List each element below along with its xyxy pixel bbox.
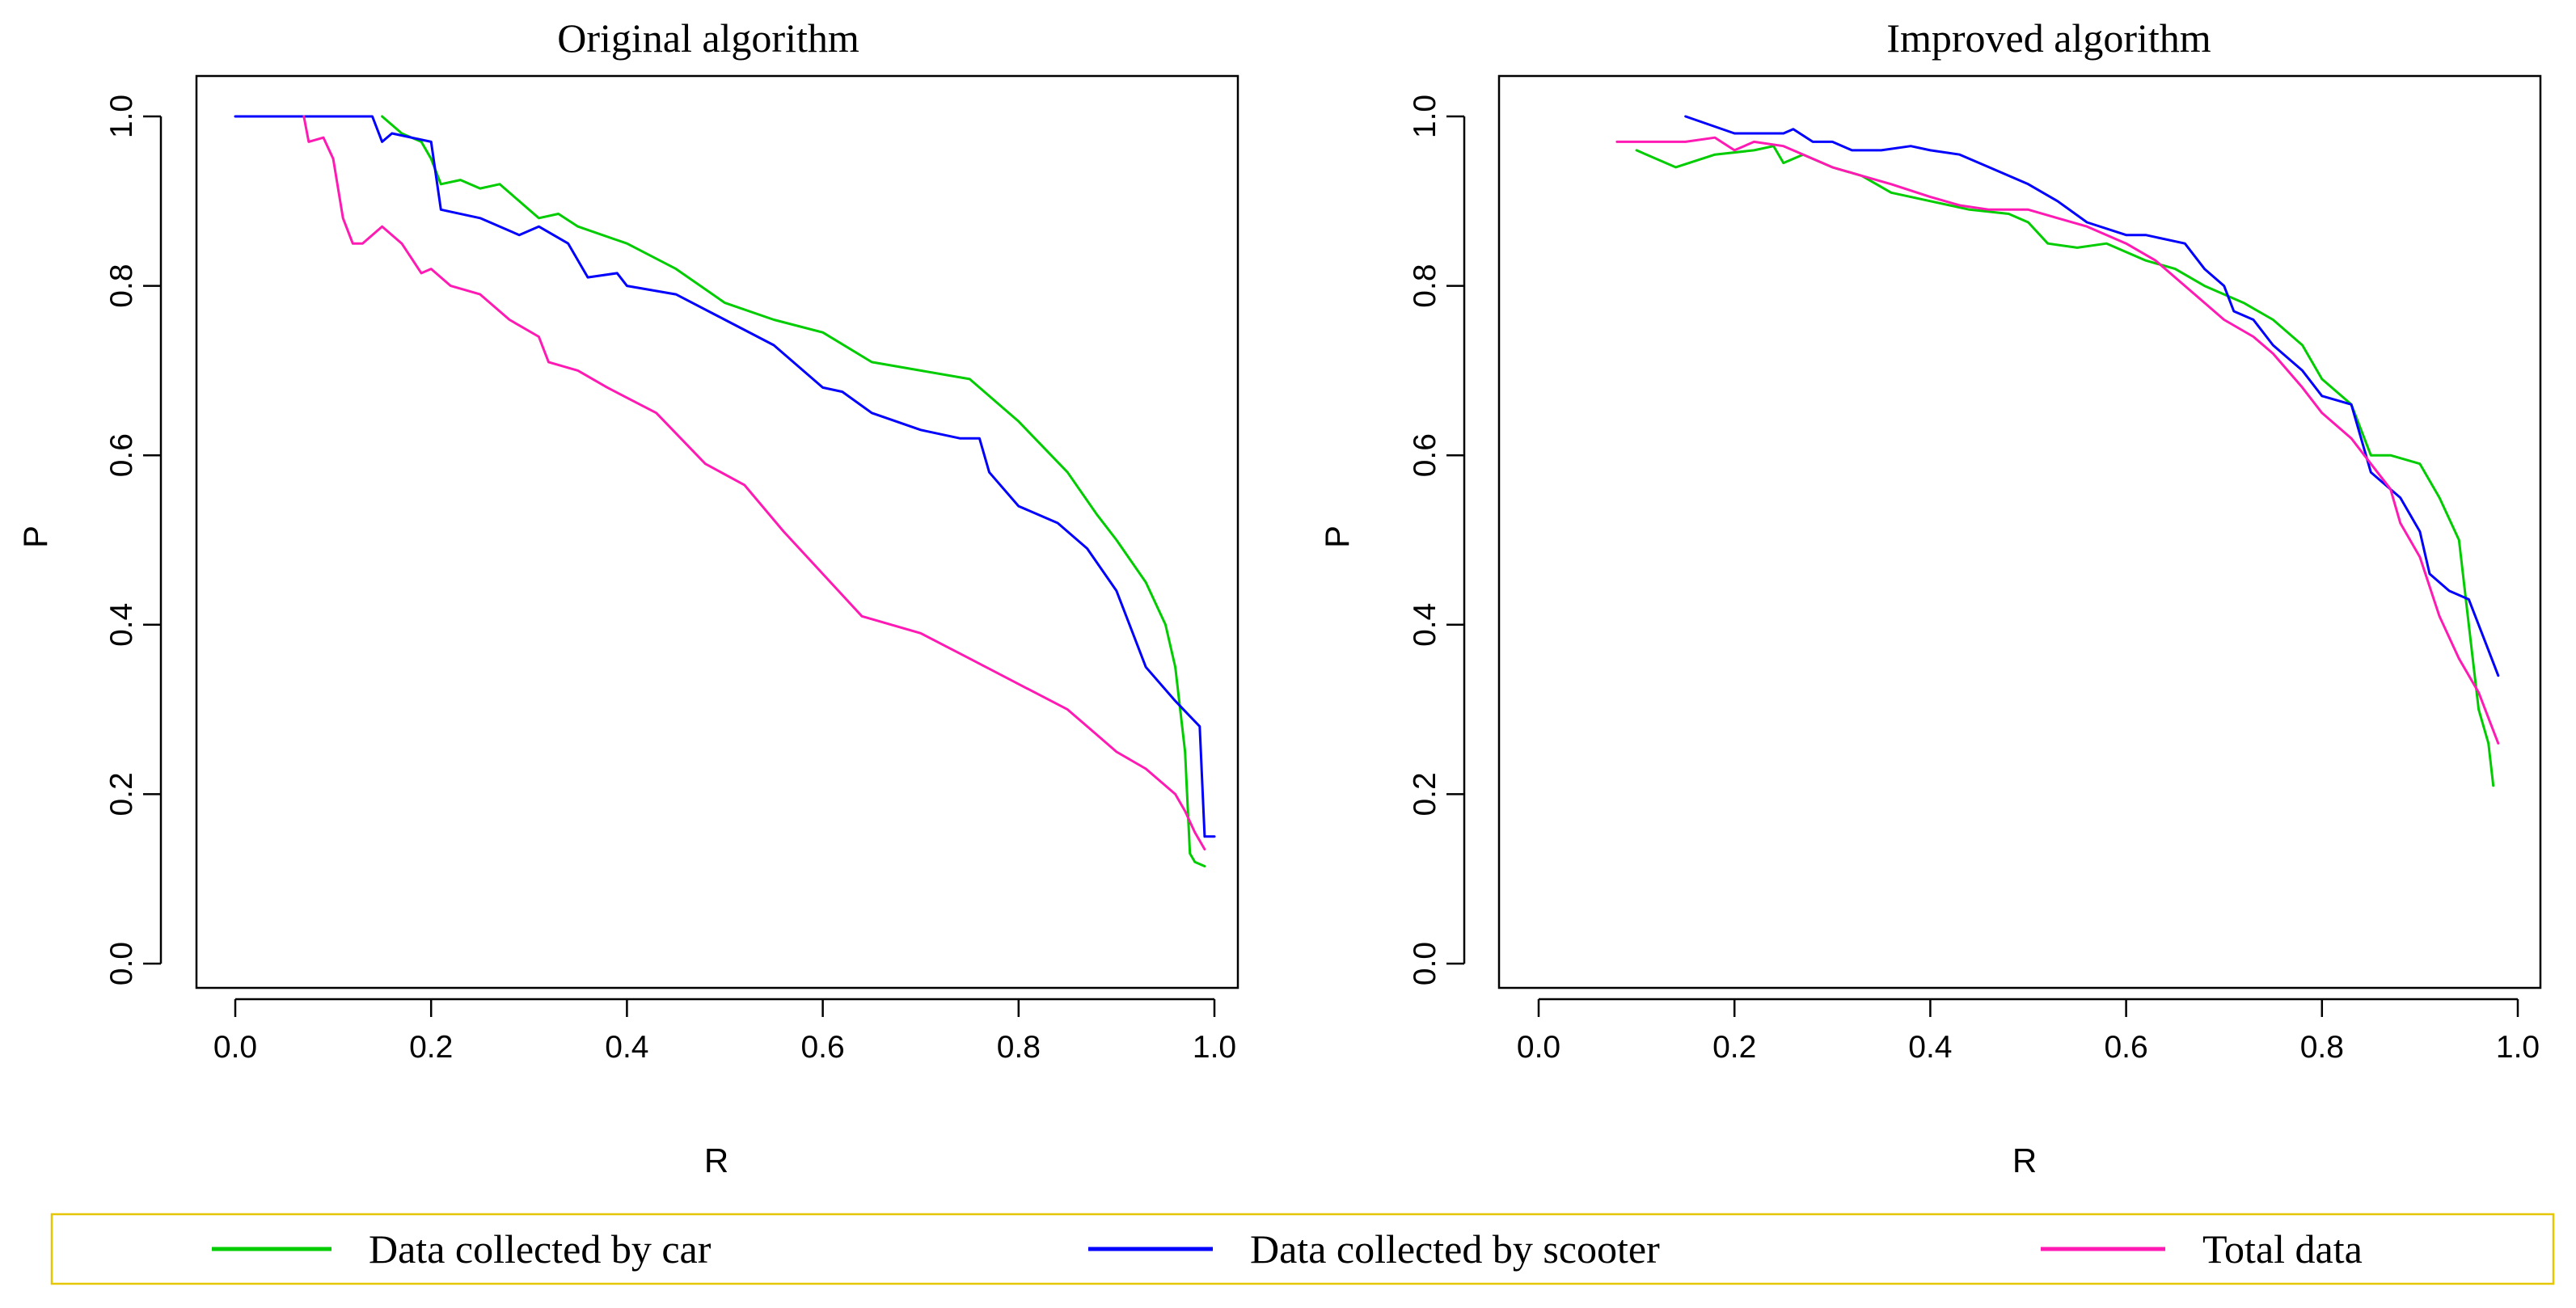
x-tick-label: 0.4 [605, 1030, 648, 1065]
series-lines [1615, 115, 2500, 787]
y-tick-label: 0.2 [1408, 772, 1442, 816]
legend-label: Total data [2202, 1226, 2363, 1272]
legend: Data collected by car Data collected by … [50, 1213, 2555, 1285]
x-tick-label: 1.0 [1193, 1030, 1236, 1065]
chart-title: Original algorithm [557, 15, 859, 61]
y-tick-label: 0.8 [1408, 264, 1442, 307]
x-tick-label: 0.8 [2300, 1030, 2344, 1065]
axis-ticks: 0.0 0.2 0.4 0.6 0.8 1.0 0.0 0.2 0.4 0.6 0.8 1.0 [1408, 95, 2540, 1065]
axis-ticks: 0.0 0.2 0.4 0.6 0.8 1.0 0.0 0.2 0.4 0.6 0.8 1.0 [104, 95, 1236, 1065]
legend-label: Data collected by car [369, 1226, 712, 1272]
series-line-data-collected-by-car [381, 115, 1206, 867]
x-tick-label: 0.2 [1712, 1030, 1756, 1065]
chart-improved-algorithm: Improved algorithm 0.0 0.2 0.4 0.6 0.8 1.00.0… [1318, 15, 2542, 1179]
y-tick-label: 0.0 [1408, 942, 1442, 985]
x-tick-label: 0.8 [997, 1030, 1041, 1065]
y-tick-label: 0.4 [1408, 603, 1442, 647]
x-tick-label: 0.0 [1517, 1030, 1560, 1065]
y-tick-label: 1.0 [104, 95, 139, 138]
x-tick-label: 1.0 [2496, 1030, 2540, 1065]
legend-box [50, 1213, 2555, 1285]
x-tick-label: 0.6 [800, 1030, 844, 1065]
x-tick-label: 0.6 [2104, 1030, 2147, 1065]
plot-frame [195, 74, 1239, 989]
series-line-data-collected-by-scooter [1684, 115, 2500, 677]
series-line-total-data [302, 115, 1206, 850]
y-tick-label: 0.8 [104, 264, 139, 307]
plot-frame [1497, 74, 2542, 989]
series-line-data-collected-by-scooter [234, 115, 1216, 838]
series-lines [234, 115, 1216, 867]
y-tick-label: 0.6 [1408, 433, 1442, 477]
y-axis-label: P [1318, 525, 1356, 548]
legend-item-car: Data collected by car [212, 1226, 712, 1272]
chart-original-algorithm: Original algorithm 0.0 0.2 0.4 0.6 0.8 1.00.0… [16, 15, 1239, 1179]
legend-item-scooter: Data collected by scooter [1088, 1226, 1660, 1272]
legend-label: Data collected by scooter [1250, 1226, 1660, 1272]
x-axis-label: R [704, 1141, 728, 1179]
y-tick-label: 0.0 [104, 942, 139, 985]
x-tick-label: 0.4 [1908, 1030, 1952, 1065]
series-line-total-data [1615, 136, 2500, 745]
y-tick-label: 0.6 [104, 433, 139, 477]
y-tick-label: 1.0 [1408, 95, 1442, 138]
legend-item-total: Total data [2041, 1226, 2363, 1272]
y-tick-label: 0.4 [104, 603, 139, 647]
x-tick-label: 0.2 [409, 1030, 453, 1065]
x-axis-label: R [2012, 1141, 2037, 1179]
y-tick-label: 0.2 [104, 772, 139, 816]
y-axis-label: P [16, 525, 54, 548]
x-tick-label: 0.0 [213, 1030, 257, 1065]
series-line-data-collected-by-car [1635, 145, 2495, 787]
chart-title: Improved algorithm [1886, 15, 2211, 61]
